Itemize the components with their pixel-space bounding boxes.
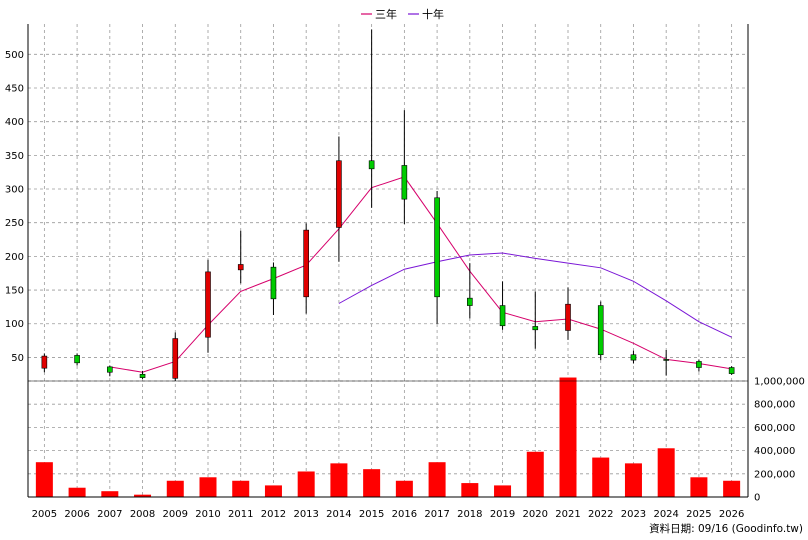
candle-body	[41, 355, 48, 369]
volume-bar	[690, 477, 708, 497]
x-tick-label: 2011	[228, 509, 253, 520]
volume-bar	[657, 448, 675, 497]
axis-layer: 50 100 150 200 250 300 350 400 450 500 0 200,000 400…	[5, 24, 805, 520]
candle-body	[368, 160, 375, 170]
volume-bar	[101, 491, 119, 497]
x-tick-label: 2025	[686, 509, 711, 520]
x-tick-label: 2009	[163, 509, 188, 520]
candle-body	[597, 305, 604, 356]
price-tick-label: 150	[5, 286, 24, 297]
legend-label-ma3: 三年	[375, 7, 397, 21]
volume-bar	[330, 463, 348, 497]
volume-bar	[35, 462, 53, 497]
candle-body	[270, 266, 277, 300]
candle-body	[172, 338, 179, 379]
volume-bar	[166, 480, 184, 497]
x-tick-label: 2008	[130, 509, 155, 520]
x-tick-label: 2007	[97, 509, 122, 520]
candle-body	[434, 197, 440, 298]
volume-bar	[395, 480, 413, 497]
x-tick-label: 2010	[195, 509, 220, 520]
x-tick-label: 2020	[523, 509, 548, 520]
volume-bar	[559, 377, 577, 497]
volume-bar	[428, 462, 446, 497]
volume-tick-label: 600,000	[754, 423, 795, 434]
candle-body	[532, 326, 539, 331]
volume-layer	[35, 377, 741, 497]
ma3-line	[109, 176, 732, 373]
volume-bar	[494, 485, 512, 497]
price-tick-label: 250	[5, 218, 24, 229]
volume-bar	[199, 477, 217, 497]
candle-body	[139, 373, 146, 378]
legend: 三年 十年	[361, 7, 444, 21]
legend-label-ma10: 十年	[422, 7, 444, 21]
volume-bar	[526, 451, 544, 497]
candle-body	[401, 165, 408, 200]
price-tick-label: 500	[5, 50, 24, 61]
price-tick-label: 350	[5, 151, 24, 162]
candle-layer	[41, 29, 735, 381]
volume-bar	[68, 487, 86, 497]
line-layer	[109, 176, 732, 373]
x-tick-label: 2005	[32, 509, 57, 520]
x-tick-label: 2021	[555, 509, 580, 520]
volume-bar	[232, 480, 250, 497]
volume-tick-label: 800,000	[754, 400, 795, 411]
price-tick-label: 200	[5, 252, 24, 263]
volume-tick-label: 0	[754, 493, 760, 504]
volume-bar	[723, 480, 741, 497]
candle-body	[205, 271, 211, 338]
x-tick-label: 2012	[261, 509, 286, 520]
price-tick-label: 400	[5, 117, 24, 128]
volume-tick-label: 200,000	[754, 469, 795, 480]
x-tick-label: 2016	[392, 509, 417, 520]
x-tick-label: 2013	[293, 509, 318, 520]
x-tick-label: 2023	[621, 509, 646, 520]
x-tick-label: 2017	[424, 509, 449, 520]
price-tick-label: 50	[11, 353, 24, 364]
candle-body	[237, 264, 244, 271]
candle-body	[630, 354, 637, 361]
source-footer: 資料日期: 09/16 (Goodinfo.tw)	[649, 522, 803, 535]
candle-body	[467, 297, 473, 306]
x-tick-label: 2026	[719, 509, 744, 520]
volume-bar	[461, 483, 479, 497]
price-tick-label: 300	[5, 185, 24, 196]
candle-body	[499, 305, 506, 327]
candle-body	[663, 359, 669, 361]
volume-tick-label: 400,000	[754, 446, 795, 457]
volume-bar	[624, 463, 642, 497]
candle-body	[107, 366, 113, 373]
candle-body	[565, 303, 571, 331]
volume-bar	[297, 471, 315, 497]
x-tick-label: 2022	[588, 509, 613, 520]
x-tick-label: 2024	[653, 509, 678, 520]
candle-body	[74, 355, 80, 364]
x-tick-label: 2014	[326, 509, 351, 520]
x-tick-label: 2019	[490, 509, 515, 520]
volume-bar	[264, 485, 282, 497]
candle-body	[336, 160, 342, 228]
x-tick-label: 2006	[64, 509, 89, 520]
x-tick-label: 2018	[457, 509, 482, 520]
candle-body	[728, 367, 735, 374]
volume-bar	[363, 469, 381, 497]
volume-bar	[134, 494, 152, 497]
candle-body	[696, 361, 702, 368]
volume-bar	[592, 457, 610, 497]
price-tick-label: 100	[5, 319, 24, 330]
candle-body	[303, 229, 309, 298]
price-tick-label: 450	[5, 83, 24, 94]
x-tick-label: 2015	[359, 509, 384, 520]
volume-tick-label: 1,000,000	[754, 377, 805, 388]
ma10-line	[338, 252, 732, 338]
